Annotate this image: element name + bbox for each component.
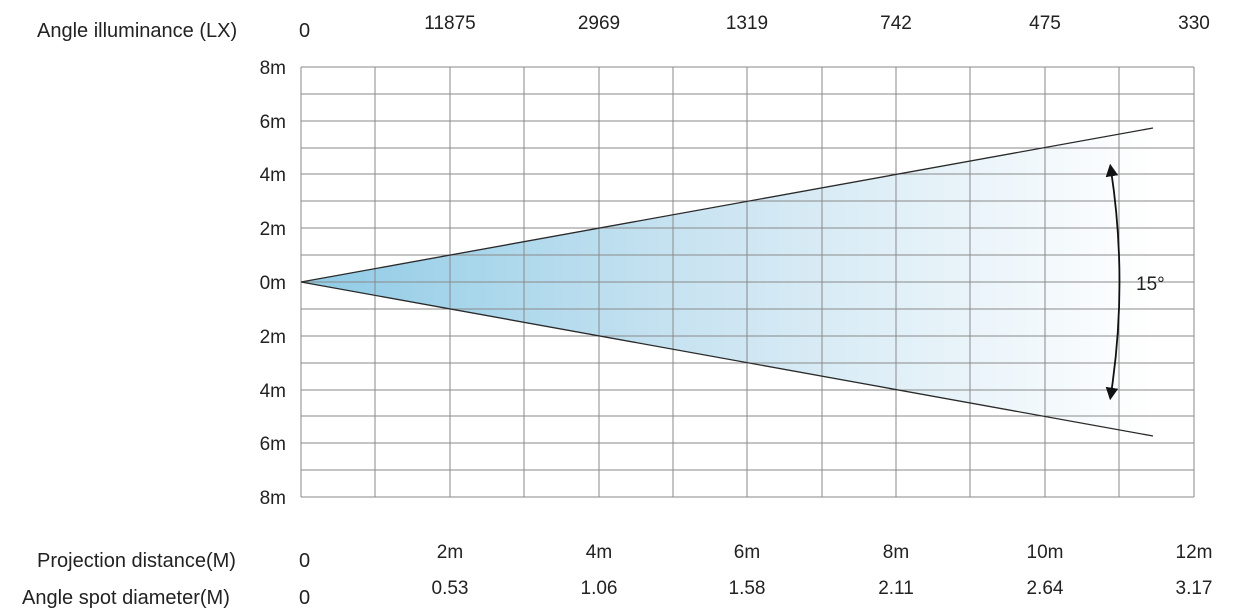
projection-value: 4m	[586, 542, 612, 563]
illuminance-row-label: Angle illuminance (LX)	[37, 20, 237, 42]
illuminance-value: 330	[1178, 13, 1210, 34]
spot-diameter-zero: 0	[299, 587, 310, 609]
y-tick-label: 6m	[260, 434, 286, 455]
projection-row-label: Projection distance(M)	[37, 550, 236, 572]
illuminance-value: 1319	[726, 13, 768, 34]
spot-diameter-value: 2.64	[1027, 578, 1064, 599]
spot-diameter-value: 1.58	[729, 578, 766, 599]
projection-zero: 0	[299, 550, 310, 572]
spot-diameter-row-label: Angle spot diameter(M)	[22, 587, 230, 609]
y-tick-label: 2m	[260, 327, 286, 348]
spot-diameter-value: 0.53	[432, 578, 469, 599]
y-tick-label: 0m	[260, 273, 286, 294]
illuminance-value: 11875	[424, 13, 475, 34]
illuminance-zero: 0	[299, 20, 310, 42]
illuminance-value: 2969	[578, 13, 620, 34]
projection-value: 2m	[437, 542, 463, 563]
spot-diameter-value: 2.11	[878, 578, 914, 599]
beam-angle-label: 15°	[1136, 274, 1165, 295]
illuminance-value: 742	[880, 13, 912, 34]
beam-upper-edge	[300, 127, 1154, 283]
projection-value: 12m	[1176, 542, 1213, 563]
y-tick-label: 8m	[260, 488, 286, 509]
projection-value: 8m	[883, 542, 909, 563]
grid	[300, 66, 1195, 498]
projection-value: 10m	[1027, 542, 1064, 563]
y-tick-label: 6m	[260, 112, 286, 133]
beam-lower-edge	[300, 281, 1154, 437]
y-tick-label: 4m	[260, 381, 286, 402]
projection-value: 6m	[734, 542, 760, 563]
beam-angle-arrow-icon	[1105, 163, 1121, 401]
illuminance-value: 475	[1029, 13, 1061, 34]
y-tick-label: 2m	[260, 219, 286, 240]
y-tick-label: 8m	[260, 58, 286, 79]
spot-diameter-value: 1.06	[581, 578, 618, 599]
y-tick-label: 4m	[260, 165, 286, 186]
spot-diameter-value: 3.17	[1176, 578, 1213, 599]
